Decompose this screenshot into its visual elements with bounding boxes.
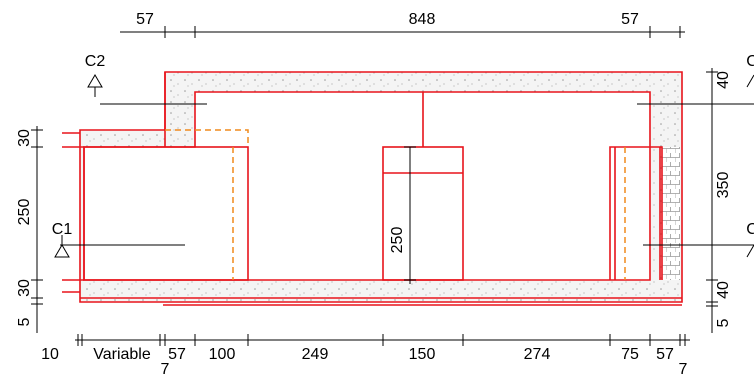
right-dimension: 350: [715, 172, 732, 199]
bottom-dimension: 7: [161, 361, 170, 376]
bottom-dimension: 249: [302, 346, 329, 363]
bottom-dimension: 57: [168, 346, 186, 363]
bottom-dimension: 75: [621, 346, 639, 363]
bottom-dimension: 150: [409, 346, 436, 363]
left-dimension: 30: [16, 129, 33, 147]
left-dimension: 30: [16, 279, 33, 297]
concrete: [80, 72, 682, 302]
left-dimension: 5: [16, 317, 33, 326]
top-dimension: 848: [409, 11, 436, 28]
bottom-dimension: 7: [679, 361, 688, 376]
left-dimension: 250: [16, 199, 33, 226]
bottom-dimension: Variable: [93, 346, 151, 363]
section-label: C2: [85, 53, 106, 70]
right-dimension: 40: [715, 71, 732, 89]
section-label: C1: [52, 221, 73, 238]
top-dimension: 57: [621, 11, 639, 28]
right-dimension: 5: [715, 318, 732, 327]
dimension-lines: [31, 26, 754, 346]
right-dimension: 40: [715, 281, 732, 299]
bottom-dimension: 274: [524, 346, 551, 363]
section-label: C: [746, 53, 754, 70]
center-dimension: 250: [389, 227, 406, 254]
bottom-dimension: 100: [209, 346, 236, 363]
bottom-dimension: 10: [41, 346, 59, 363]
top-dimension: 57: [136, 11, 154, 28]
section-label: C: [746, 221, 754, 238]
bottom-dimension: 57: [656, 346, 674, 363]
outlines: [62, 71, 683, 306]
